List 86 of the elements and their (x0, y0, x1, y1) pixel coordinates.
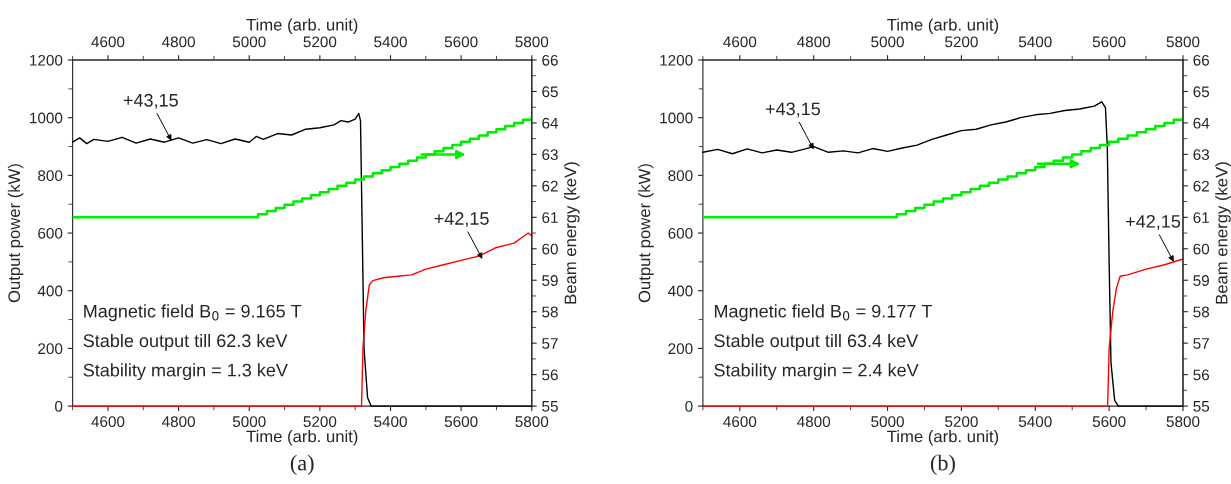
x2-tick-label: 5400 (374, 36, 407, 48)
x-tick-label: 4800 (161, 416, 195, 428)
x-tick-label: 4800 (797, 416, 831, 428)
x-tick-label: 5600 (1092, 416, 1126, 428)
y2-tick-label: 57 (542, 338, 558, 349)
annotation: Stability margin = 2.4 keV (714, 363, 919, 381)
annotation: +42,15 (1126, 214, 1181, 230)
y2-tick-label: 63 (1193, 149, 1210, 161)
y2-tick-label: 64 (542, 117, 559, 129)
annotation: Magnetic field B$_{0}$ = 9.165 T (84, 304, 302, 322)
x2-tick-label: 5200 (945, 36, 978, 48)
x2-axis-title: Time (arb. unit) (887, 18, 999, 34)
annotation: Magnetic field B$_{0}$ = 9.177 T (714, 304, 933, 322)
x2-tick-label: 5000 (871, 36, 904, 48)
y-axis-title: Output power (kW) (7, 164, 24, 303)
y2-tick-label: 56 (1193, 369, 1210, 381)
x2-tick-label: 4800 (161, 36, 195, 48)
x-axis-title: Time (arb. unit) (887, 430, 999, 446)
y-axis-title: Output power (kW) (638, 164, 654, 303)
x2-tick-label: 5200 (303, 36, 337, 48)
y2-tick-label: 60 (542, 243, 558, 255)
x2-tick-label: 5600 (1092, 36, 1126, 48)
y2-axis-title: Beam energy (keV) (1215, 162, 1231, 304)
y2-tick-label: 59 (542, 275, 558, 286)
y-tick-label: 1000 (660, 112, 693, 124)
text: (a) (290, 454, 314, 475)
x2-axis-title: Time (arb. unit) (246, 18, 358, 34)
y-tick-label: 800 (668, 170, 693, 182)
y-tick-label: 1200 (30, 54, 63, 66)
y2-tick-label: 55 (1193, 401, 1210, 412)
y2-tick-label: 61 (542, 212, 558, 223)
y2-tick-label: 64 (1193, 117, 1210, 129)
y-tick-label: 200 (668, 343, 693, 355)
x-tick-label: 5200 (303, 416, 337, 428)
annotation: +42,15 (434, 212, 489, 228)
x2-tick-label: 5800 (1166, 36, 1200, 48)
x2-tick-label: 5000 (232, 36, 266, 48)
x-tick-label: 5000 (871, 416, 904, 428)
text: (b) (930, 454, 955, 475)
y-tick-label: 1000 (30, 112, 63, 124)
x-tick-label: 4600 (91, 416, 125, 428)
x2-tick-label: 4600 (723, 36, 757, 48)
y2-tick-label: 60 (1193, 243, 1210, 255)
annotation: Stability margin = 1.3 keV (83, 363, 288, 381)
y-tick-label: 400 (37, 285, 63, 297)
x2-tick-label: 5600 (444, 36, 478, 48)
y2-tick-label: 55 (542, 401, 558, 412)
x2-tick-label: 5400 (1018, 36, 1052, 48)
x-tick-label: 5400 (374, 416, 407, 428)
y2-tick-label: 58 (542, 306, 558, 318)
x-tick-label: 5200 (945, 416, 978, 428)
annotation: Stable output till 62.3 keV (83, 333, 288, 351)
y2-tick-label: 66 (1193, 54, 1210, 66)
y-tick-label: 600 (38, 227, 63, 239)
y-tick-label: 600 (668, 227, 693, 239)
x-axis-title: Time (arb. unit) (246, 430, 358, 446)
x2-tick-label: 5800 (515, 36, 549, 48)
x-tick-label: 5800 (515, 416, 549, 428)
y2-tick-label: 59 (1193, 275, 1209, 286)
y-tick-label: 800 (38, 170, 63, 182)
y2-tick-label: 62 (1193, 180, 1209, 192)
y2-tick-label: 56 (542, 369, 558, 381)
x-tick-label: 5800 (1166, 416, 1200, 428)
y2-tick-label: 57 (1193, 338, 1209, 349)
y2-tick-label: 65 (542, 86, 558, 98)
y2-tick-label: 65 (1193, 86, 1210, 98)
y2-tick-label: 66 (542, 54, 558, 66)
y-tick-label: 400 (668, 285, 693, 297)
y-tick-label: 1200 (660, 54, 693, 66)
x2-tick-label: 4600 (91, 36, 125, 48)
y-tick-label: 0 (55, 400, 63, 412)
y2-tick-label: 58 (1193, 306, 1210, 318)
y-tick-label: 0 (685, 400, 693, 412)
y2-axis-title: Beam energy (keV) (564, 162, 580, 304)
x-tick-label: 5600 (444, 416, 478, 428)
y2-tick-label: 63 (542, 149, 558, 161)
y2-tick-label: 61 (1193, 212, 1209, 223)
y2-tick-label: 62 (542, 180, 558, 192)
x-tick-label: 4600 (723, 416, 757, 428)
x-tick-label: 5000 (232, 416, 266, 428)
annotation: Stable output till 63.4 keV (714, 333, 919, 351)
x2-tick-label: 4800 (797, 36, 831, 48)
annotation: +43,15 (123, 93, 178, 109)
annotation: +43,15 (765, 102, 821, 118)
y-tick-label: 200 (38, 343, 63, 355)
x-tick-label: 5400 (1018, 416, 1052, 428)
